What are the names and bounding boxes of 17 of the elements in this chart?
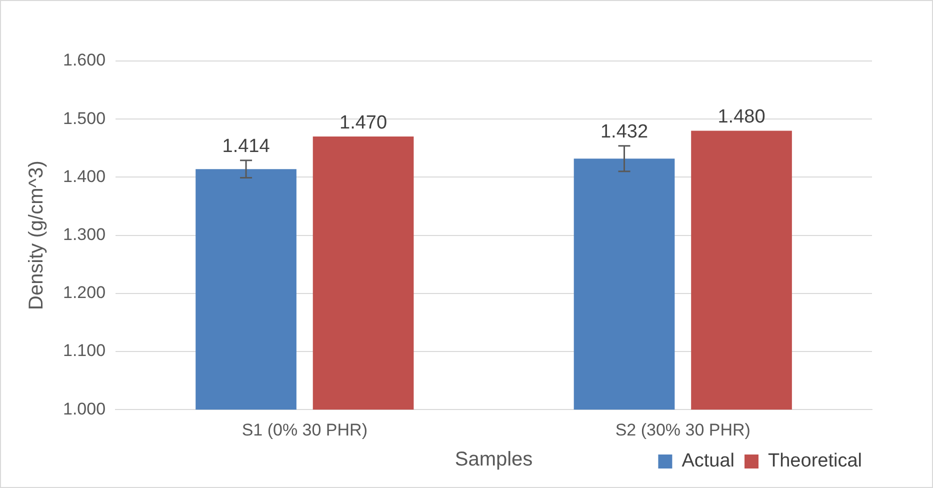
y-tick-label: 1.500 xyxy=(62,108,106,128)
x-tick-label: S2 (30% 30 PHR) xyxy=(615,420,750,440)
y-tick-label: 1.400 xyxy=(62,166,106,186)
data-label: 1.432 xyxy=(600,122,648,143)
legend-label: Actual xyxy=(682,450,735,472)
x-axis-title: Samples xyxy=(454,448,533,471)
y-tick-label: 1.200 xyxy=(62,283,106,302)
data-label: 1.414 xyxy=(222,136,270,158)
x-tick-label: S1 (0% 30 PHR) xyxy=(242,420,368,440)
legend-label: Theoretical xyxy=(768,450,862,472)
y-tick-label: 1.300 xyxy=(62,224,106,244)
y-tick-label: 1.100 xyxy=(62,341,106,360)
y-tick-label: 1.600 xyxy=(62,50,106,70)
data-label: 1.470 xyxy=(340,112,388,134)
y-axis-title: Density (g/cm^3) xyxy=(26,160,48,310)
data-label: 1.480 xyxy=(718,106,766,128)
y-tick-label: 1.000 xyxy=(62,399,106,418)
